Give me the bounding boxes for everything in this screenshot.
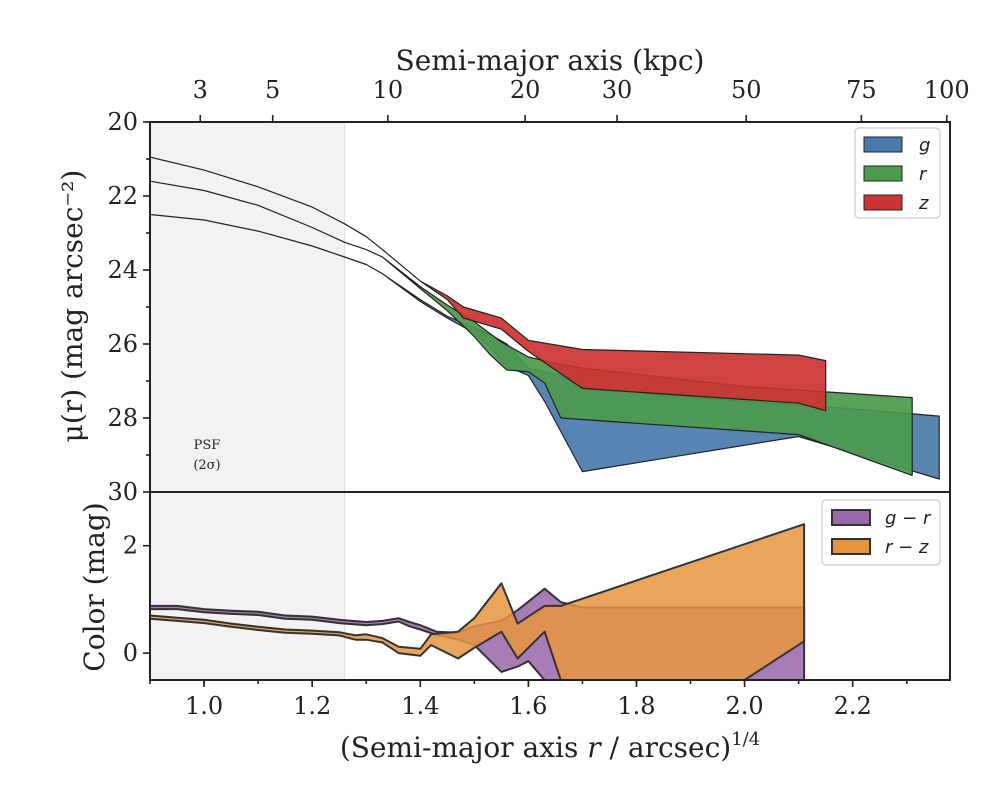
top-xtick-label-75: 75 xyxy=(846,76,877,104)
top-xtick-label-3: 3 xyxy=(193,76,208,104)
x-axis-label-exp: 1/4 xyxy=(731,729,760,750)
top-ytick-label-22: 22 xyxy=(107,182,138,210)
band-r xyxy=(150,180,913,476)
top-xtick-label-50: 50 xyxy=(731,76,762,104)
top-xtick-label-5: 5 xyxy=(265,76,280,104)
top-ytick-label-26: 26 xyxy=(107,330,138,358)
band-z xyxy=(150,156,827,412)
top-xtick-label-10: 10 xyxy=(373,76,404,104)
xtick-label-1.4: 1.4 xyxy=(401,692,439,720)
legend-swatch-g−r xyxy=(831,509,871,526)
bottom-ytick-label-2: 2 xyxy=(123,532,138,560)
bottom-bands xyxy=(150,523,806,680)
psf-label: PSF xyxy=(194,438,221,453)
legend-label-g: g xyxy=(919,135,930,156)
bottom-panel: 0 2 1.0 1.2 1.4 1.6 1.8 2.0 2.2 g − r r − z xyxy=(123,491,951,720)
bottom-y-axis-label: Color (mag) xyxy=(78,502,111,671)
legend-label-z: z xyxy=(918,193,929,214)
legend-swatch-r−z xyxy=(831,538,871,555)
top-bands xyxy=(150,156,940,480)
top-ytick-label-30: 30 xyxy=(107,478,138,506)
top-axis-title: Semi-major axis (kpc) xyxy=(396,44,705,77)
x-axis-label: (Semi-major axis r / arcsec)1/4 xyxy=(340,729,760,764)
top-ytick-label-24: 24 xyxy=(107,256,138,284)
legend-swatch-z xyxy=(863,194,903,211)
xtick-label-1.6: 1.6 xyxy=(509,692,547,720)
legend-label-r: r xyxy=(919,164,928,185)
top-xtick-label-20: 20 xyxy=(510,76,541,104)
x-axis-label-main: (Semi-major axis xyxy=(340,731,587,764)
band-r−z xyxy=(150,523,806,680)
top-ytick-label-20: 20 xyxy=(107,108,138,136)
xtick-label-2.2: 2.2 xyxy=(834,692,872,720)
top-y-axis-label-text: μ(r) (mag arcsec⁻²) xyxy=(56,170,89,443)
xtick-label-1.0: 1.0 xyxy=(185,692,223,720)
legend-label-g−r: g − r xyxy=(885,508,932,529)
top-xtick-label-30: 30 xyxy=(602,76,633,104)
top-xtick-label-100: 100 xyxy=(924,76,970,104)
legend-swatch-r xyxy=(863,165,903,182)
legend-swatch-g xyxy=(863,136,903,153)
psf-region-top xyxy=(150,122,345,492)
legend-label-r−z: r − z xyxy=(885,537,929,558)
top-ytick-label-28: 28 xyxy=(107,404,138,432)
xtick-label-1.8: 1.8 xyxy=(617,692,655,720)
x-axis-label-rest: / arcsec) xyxy=(601,731,732,764)
x-axis-label-var: r xyxy=(587,731,602,764)
xtick-label-2.0: 2.0 xyxy=(726,692,764,720)
bottom-ytick-label-0: 0 xyxy=(123,639,138,667)
bottom-legend: g − r r − z xyxy=(821,499,941,566)
bottom-frame xyxy=(149,491,951,681)
top-y-axis-label: μ(r) (mag arcsec⁻²) xyxy=(56,170,89,443)
top-legend: grz xyxy=(854,127,941,219)
psf-region-bottom xyxy=(150,492,345,680)
xtick-label-1.2: 1.2 xyxy=(293,692,331,720)
psf-sigma-label: (2σ) xyxy=(193,458,220,473)
